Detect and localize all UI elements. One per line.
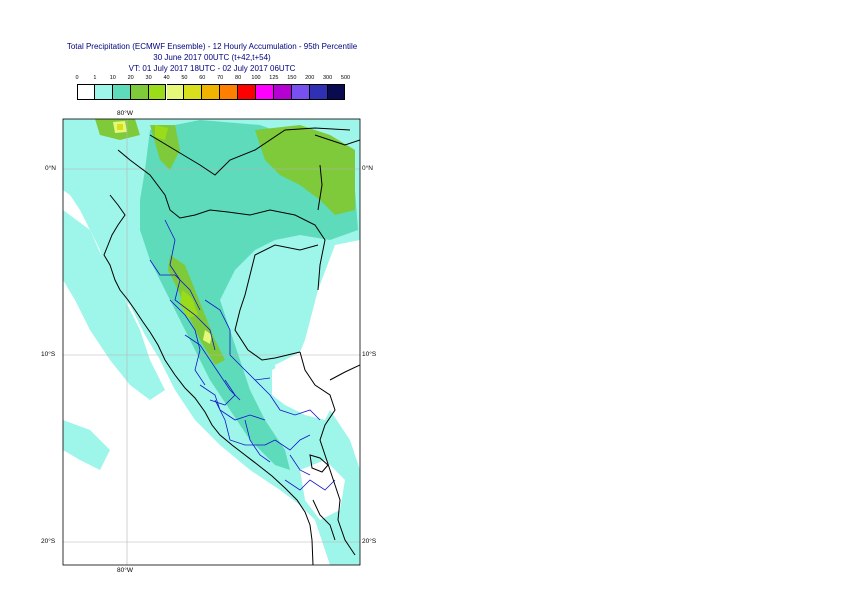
legend-swatch (291, 84, 310, 100)
lat-label-right-0: 0°N (362, 165, 373, 172)
legend-tick-label: 10 (109, 75, 116, 81)
lon-label-bottom: 80°W (117, 567, 133, 574)
coastline (103, 194, 314, 565)
precip-1mm-area-ocean (63, 210, 165, 400)
legend-tick-label: 125 (269, 75, 279, 81)
precip-40mm-spot-andes (203, 330, 212, 344)
legend-swatch (256, 84, 274, 100)
legend-swatch (184, 84, 203, 100)
legend-swatch (166, 84, 185, 100)
brazil-border (234, 244, 319, 361)
region-boundaries (149, 219, 336, 491)
legend-swatch (327, 84, 346, 100)
legend-tick-label: 1 (93, 75, 97, 81)
legend-swatch (77, 84, 95, 100)
legend-tick-label: 0 (75, 75, 79, 81)
precip-30mm-spot-north (155, 125, 168, 140)
legend-swatch (112, 84, 131, 100)
lat-label-right-10: 10°S (362, 351, 377, 358)
legend-tick-label: 500 (340, 75, 351, 81)
legend-swatch (309, 84, 328, 100)
lat-label-left-20: 20°S (41, 538, 56, 545)
legend-swatch (130, 84, 149, 100)
legend-tick-label: 60 (199, 75, 206, 81)
legend-tick-label: 100 (251, 75, 261, 81)
legend-tick-label: 80 (235, 75, 242, 81)
legend-swatch (148, 84, 167, 100)
chile-border (312, 499, 336, 541)
precip-20mm-area (255, 125, 355, 215)
legend-tick-label: 50 (181, 75, 188, 81)
legend-tick-label: 70 (217, 75, 224, 81)
border-se (329, 364, 360, 381)
precip-10mm-area (140, 120, 358, 470)
valid-time: VT: 01 July 2017 18UTC - 02 July 2017 06… (128, 64, 296, 73)
lat-label-right-20: 20°S (362, 538, 377, 545)
precip-50mm-spot (117, 124, 123, 130)
ecuador-border (117, 149, 326, 291)
map-frame (62, 118, 361, 566)
colombia-border (149, 127, 351, 176)
legend-tick-label: 20 (127, 75, 134, 81)
lake-titicaca (309, 454, 329, 473)
legend-swatch (202, 84, 221, 100)
base-time: 30 June 2017 00UTC (t+42,t+54) (153, 53, 271, 62)
dry-pocket (272, 355, 335, 420)
country-borders (103, 127, 360, 565)
lon-label-top: 80°W (117, 110, 133, 117)
legend-swatch (220, 84, 239, 100)
lat-label-left-0: 0°N (45, 165, 56, 172)
legend-swatch (273, 84, 292, 100)
lat-label-left-10: 10°S (41, 351, 56, 358)
legend-tick-label: 30 (145, 75, 152, 81)
legend-swatch (94, 84, 113, 100)
legend-tick-label: 300 (323, 75, 333, 81)
dry-pocket-south (300, 460, 345, 520)
graticule (63, 119, 360, 565)
legend-tick-label: 40 (163, 75, 170, 81)
map-title: Total Precipitation (ECMWF Ensemble) - 1… (66, 42, 358, 51)
legend-tick-label: 150 (287, 75, 297, 81)
border-east (317, 164, 323, 211)
bolivia-border (299, 351, 356, 556)
legend-tick-label: 200 (305, 75, 315, 81)
precip-1mm-area-sw (63, 420, 110, 470)
precip-30mm-spot (180, 290, 198, 318)
amazon-border (314, 134, 360, 146)
legend-swatch (238, 84, 256, 100)
